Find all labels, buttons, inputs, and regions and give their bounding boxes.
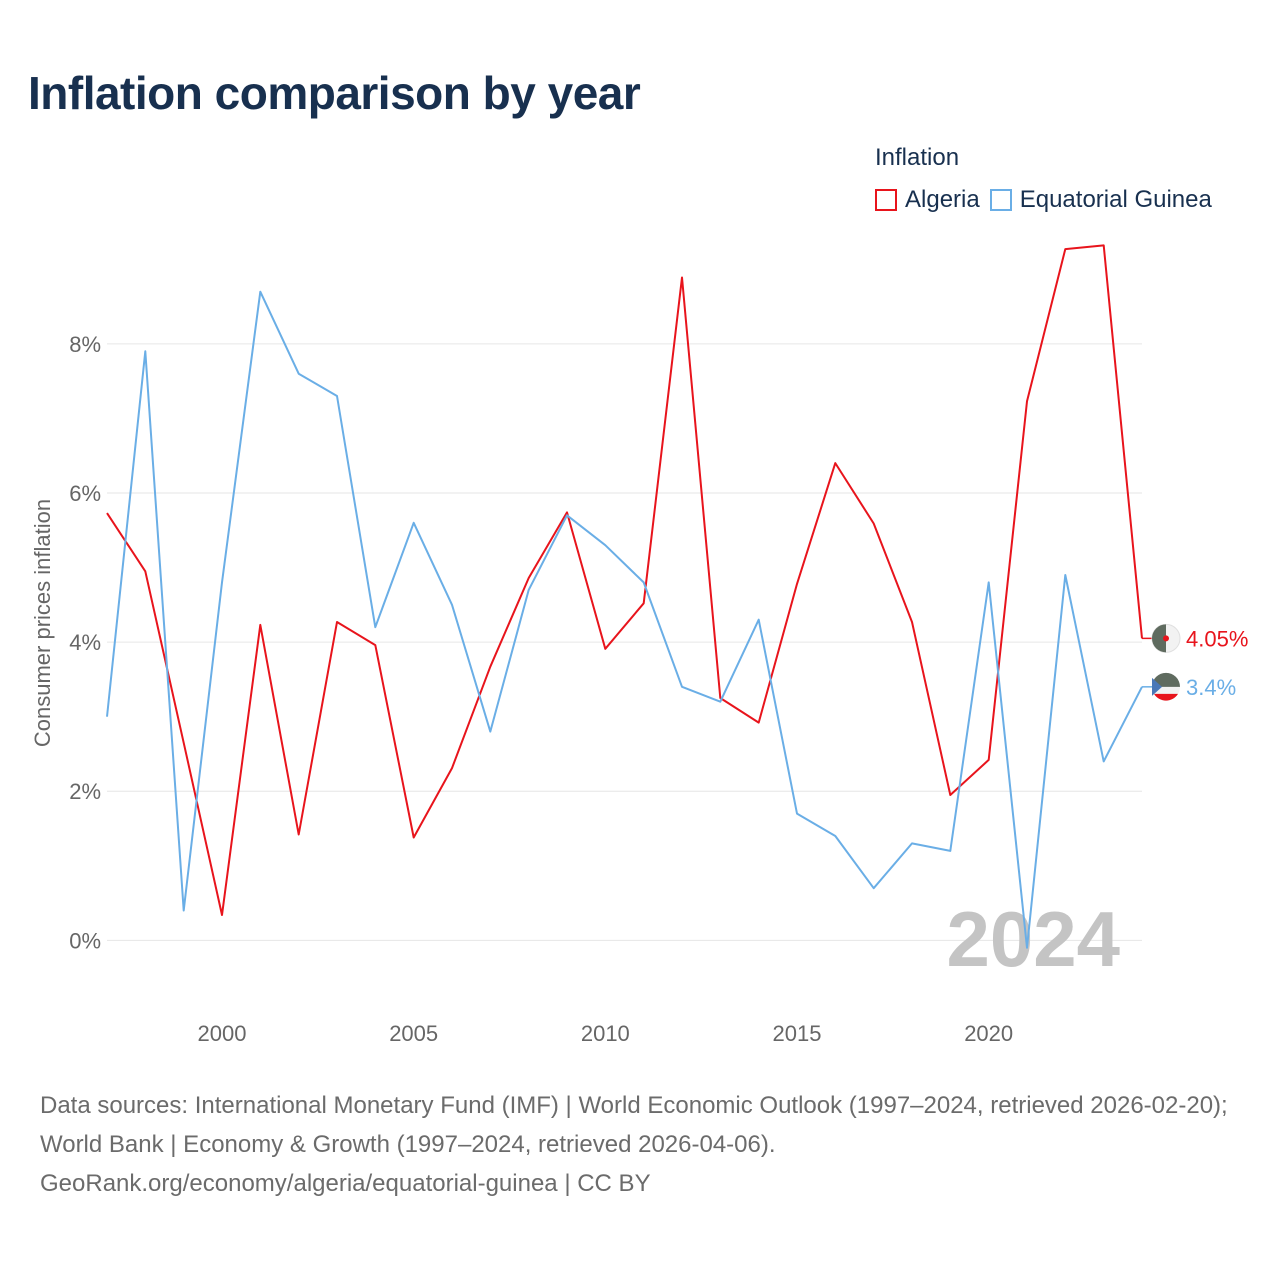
x-tick-label: 2000 [198, 1021, 247, 1046]
point-equatorial-guinea[interactable] [371, 623, 379, 631]
point-algeria[interactable] [1100, 241, 1108, 249]
legend-title: Inflation [875, 144, 960, 171]
x-tick-label: 2005 [389, 1021, 438, 1046]
gridlines [107, 343, 1142, 941]
x-tick-label: 2015 [773, 1021, 822, 1046]
flag-algeria-crescent [1163, 635, 1169, 642]
point-algeria[interactable] [141, 567, 149, 575]
legend-item-equatorial-guinea[interactable]: Equatorial Guinea [989, 186, 1212, 214]
point-equatorial-guinea[interactable] [103, 713, 111, 721]
footer-attribution[interactable]: GeoRank.org/economy/algeria/equatorial-g… [40, 1170, 651, 1197]
point-equatorial-guinea[interactable] [1023, 944, 1031, 952]
footer-sources-text: Data sources: International Monetary Fun… [40, 1092, 1228, 1158]
y-tick-label: 6% [69, 481, 101, 506]
point-algeria[interactable] [256, 621, 264, 629]
line-chart: 2024 0% 2% 4% 6% 8% 2000 2005 2010 2015 2020 Con… [30, 241, 1248, 1046]
legend-swatch-algeria [875, 189, 897, 211]
point-equatorial-guinea[interactable] [295, 370, 303, 378]
point-algeria[interactable] [1061, 245, 1069, 253]
point-equatorial-guinea[interactable] [256, 288, 264, 296]
point-equatorial-guinea[interactable] [563, 511, 571, 519]
footer-sources: Data sources: International Monetary Fun… [40, 1086, 1250, 1203]
y-tick-label: 0% [69, 928, 101, 953]
series-lines [103, 241, 1143, 952]
point-equatorial-guinea[interactable] [218, 578, 226, 586]
series-line-algeria[interactable] [106, 244, 1143, 916]
point-equatorial-guinea[interactable] [141, 347, 149, 355]
point-algeria[interactable] [295, 830, 303, 838]
point-algeria[interactable] [831, 459, 839, 467]
point-equatorial-guinea[interactable] [333, 392, 341, 400]
point-equatorial-guinea[interactable] [716, 698, 724, 706]
chart-title: Inflation comparison by year [28, 67, 641, 119]
point-algeria[interactable] [448, 764, 456, 772]
legend-swatch-equatorial-guinea [989, 189, 1012, 211]
x-axis-ticks: 2000 2005 2010 2015 2020 [198, 1021, 1014, 1046]
flag-eg-top-band [1152, 672, 1181, 687]
point-algeria[interactable] [371, 641, 379, 649]
point-equatorial-guinea[interactable] [870, 884, 878, 892]
point-algeria[interactable] [678, 273, 686, 281]
point-algeria[interactable] [640, 599, 648, 607]
year-watermark: 2024 [946, 895, 1120, 983]
point-algeria[interactable] [755, 719, 763, 727]
y-axis-label: Consumer prices inflation [30, 499, 55, 747]
point-algeria[interactable] [218, 911, 226, 919]
point-algeria[interactable] [333, 618, 341, 626]
point-equatorial-guinea[interactable] [793, 810, 801, 818]
point-equatorial-guinea[interactable] [601, 541, 609, 549]
point-algeria[interactable] [180, 739, 188, 747]
flag-eg-bottom-band [1154, 693, 1178, 701]
point-algeria[interactable] [870, 520, 878, 528]
point-equatorial-guinea[interactable] [410, 519, 418, 527]
point-equatorial-guinea[interactable] [831, 832, 839, 840]
flag-eg-triangle [1152, 677, 1162, 696]
legend-item-algeria[interactable]: Algeria [875, 186, 980, 214]
point-algeria[interactable] [985, 756, 993, 764]
point-algeria[interactable] [486, 663, 494, 671]
y-tick-label: 8% [69, 332, 101, 357]
point-algeria[interactable] [601, 645, 609, 653]
point-algeria[interactable] [410, 833, 418, 841]
point-equatorial-guinea[interactable] [180, 907, 188, 915]
point-equatorial-guinea[interactable] [640, 578, 648, 586]
y-axis-ticks: 0% 2% 4% 6% 8% [69, 332, 101, 954]
point-equatorial-guinea[interactable] [448, 601, 456, 609]
y-tick-label: 4% [69, 630, 101, 655]
point-equatorial-guinea[interactable] [486, 728, 494, 736]
point-equatorial-guinea[interactable] [1061, 571, 1069, 579]
x-tick-label: 2020 [964, 1021, 1013, 1046]
x-tick-label: 2010 [581, 1021, 630, 1046]
point-algeria[interactable] [103, 509, 111, 517]
point-algeria[interactable] [525, 574, 533, 582]
point-equatorial-guinea[interactable] [755, 616, 763, 624]
flag-algeria-green-half [1152, 624, 1166, 653]
point-equatorial-guinea[interactable] [1100, 757, 1108, 765]
legend-label-equatorial-guinea: Equatorial Guinea [1019, 186, 1212, 213]
point-algeria[interactable] [946, 791, 954, 799]
point-equatorial-guinea[interactable] [678, 683, 686, 691]
y-tick-label: 2% [69, 779, 101, 804]
legend-label-algeria: Algeria [905, 186, 980, 213]
end-labels: 4.05% 3.4% [1142, 623, 1248, 701]
end-label-equatorial-guinea: 3.4% [1186, 675, 1236, 700]
point-algeria[interactable] [793, 580, 801, 588]
point-algeria[interactable] [908, 618, 916, 626]
legend: Algeria Equatorial Guinea [875, 186, 1222, 214]
point-equatorial-guinea[interactable] [946, 847, 954, 855]
point-equatorial-guinea[interactable] [908, 839, 916, 847]
end-label-algeria: 4.05% [1186, 626, 1248, 651]
point-equatorial-guinea[interactable] [525, 586, 533, 594]
point-algeria[interactable] [1023, 397, 1031, 405]
point-equatorial-guinea[interactable] [985, 578, 993, 586]
series-line-equatorial-guinea[interactable] [106, 290, 1143, 949]
